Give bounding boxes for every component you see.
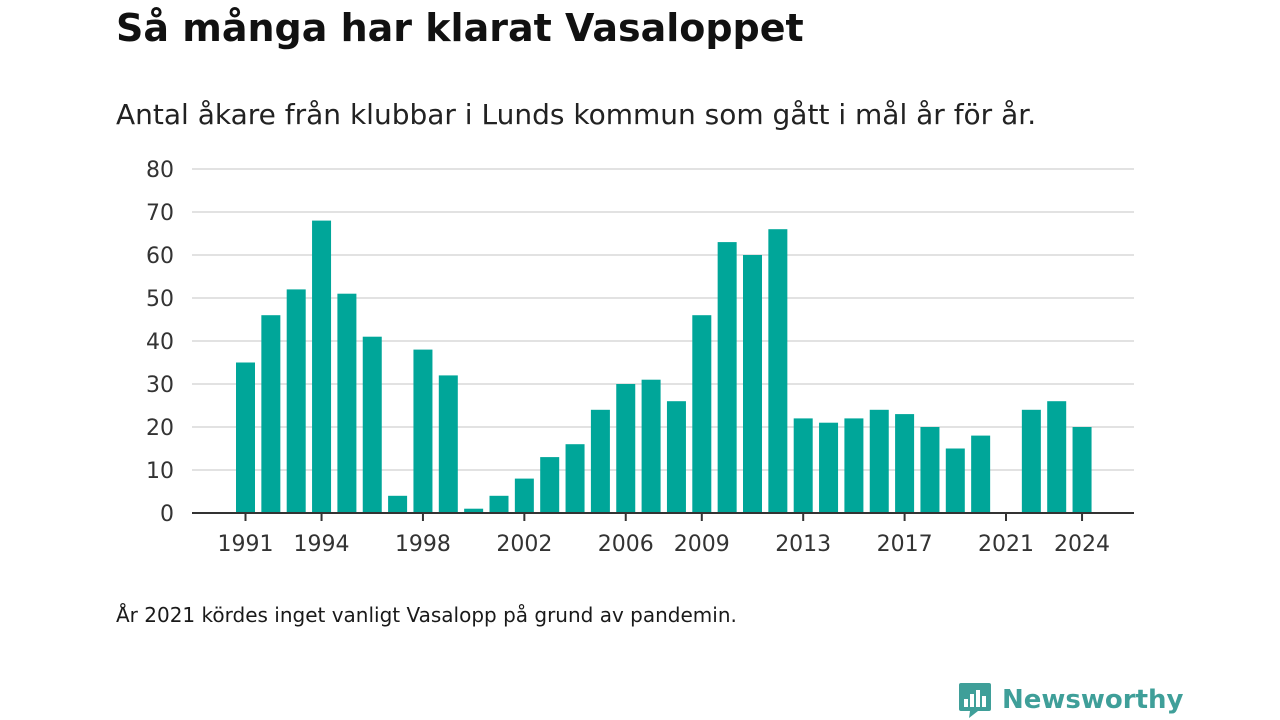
bar[interactable] [743, 255, 762, 513]
chart-subtitle: Antal åkare från klubbar i Lunds kommun … [116, 98, 1037, 131]
y-tick-label: 70 [146, 201, 174, 226]
bar[interactable] [540, 457, 560, 513]
bar[interactable] [312, 220, 332, 513]
bar[interactable] [869, 409, 889, 513]
x-tick-labels: 1991 1994 1998 2002 2006 2009 2013 2017 2021 2024 [218, 532, 1111, 557]
x-tick-label: 2021 [978, 532, 1034, 557]
bar[interactable] [641, 379, 661, 513]
x-axis [192, 512, 1134, 521]
y-tick-label: 80 [146, 158, 174, 183]
bar[interactable] [565, 444, 585, 513]
bar[interactable] [286, 289, 306, 513]
bar[interactable] [388, 495, 408, 513]
x-tick-label: 2017 [877, 532, 933, 557]
y-tick-label: 20 [146, 416, 174, 441]
bar[interactable] [1072, 427, 1092, 513]
bar[interactable] [844, 418, 864, 513]
newsworthy-logo-icon [959, 683, 991, 718]
bar[interactable] [590, 409, 610, 513]
y-tick-label: 50 [146, 287, 174, 312]
x-tick-label: 2009 [674, 532, 730, 557]
bar[interactable] [768, 229, 788, 513]
x-tick-label: 2002 [496, 532, 552, 557]
x-tick-label: 2006 [598, 532, 654, 557]
bar[interactable] [464, 508, 484, 513]
chart-title: Så många har klarat Vasaloppet [116, 6, 804, 50]
y-tick-label: 60 [146, 244, 174, 269]
x-tick-label: 1991 [218, 532, 274, 557]
bar[interactable] [1021, 409, 1041, 513]
grid-lines [192, 168, 1134, 471]
bar[interactable] [413, 349, 433, 513]
bar[interactable] [337, 293, 357, 513]
x-tick-label: 2013 [775, 532, 831, 557]
bars [236, 220, 1092, 514]
y-tick-label: 0 [160, 502, 174, 527]
y-tick-label: 10 [146, 459, 174, 484]
bar[interactable] [1047, 401, 1067, 513]
bar[interactable] [971, 435, 991, 513]
bar[interactable] [945, 448, 965, 514]
x-tick-label: 1998 [395, 532, 451, 557]
y-tick-label: 30 [146, 373, 174, 398]
bar[interactable] [793, 418, 813, 513]
brand-name: Newsworthy [1002, 685, 1184, 715]
bar[interactable] [666, 401, 686, 513]
y-tick-labels: 0 10 20 30 40 50 60 70 80 [146, 158, 174, 527]
x-tick-label: 1994 [294, 532, 350, 557]
bar[interactable] [438, 375, 458, 513]
brand-logo[interactable]: Newsworthy [958, 680, 1183, 720]
bar[interactable] [514, 478, 534, 513]
bar[interactable] [236, 362, 255, 514]
bar[interactable] [362, 336, 382, 513]
y-tick-label: 40 [146, 330, 174, 355]
bar[interactable] [895, 414, 915, 513]
bar[interactable] [616, 384, 636, 513]
x-tick-label: 2024 [1054, 532, 1110, 557]
bar[interactable] [920, 427, 940, 513]
bar[interactable] [261, 315, 281, 513]
bar[interactable] [819, 422, 839, 513]
footnote: År 2021 kördes inget vanligt Vasalopp på… [116, 603, 737, 627]
bar[interactable] [692, 315, 712, 513]
bar[interactable] [489, 495, 509, 513]
bar[interactable] [717, 242, 737, 513]
